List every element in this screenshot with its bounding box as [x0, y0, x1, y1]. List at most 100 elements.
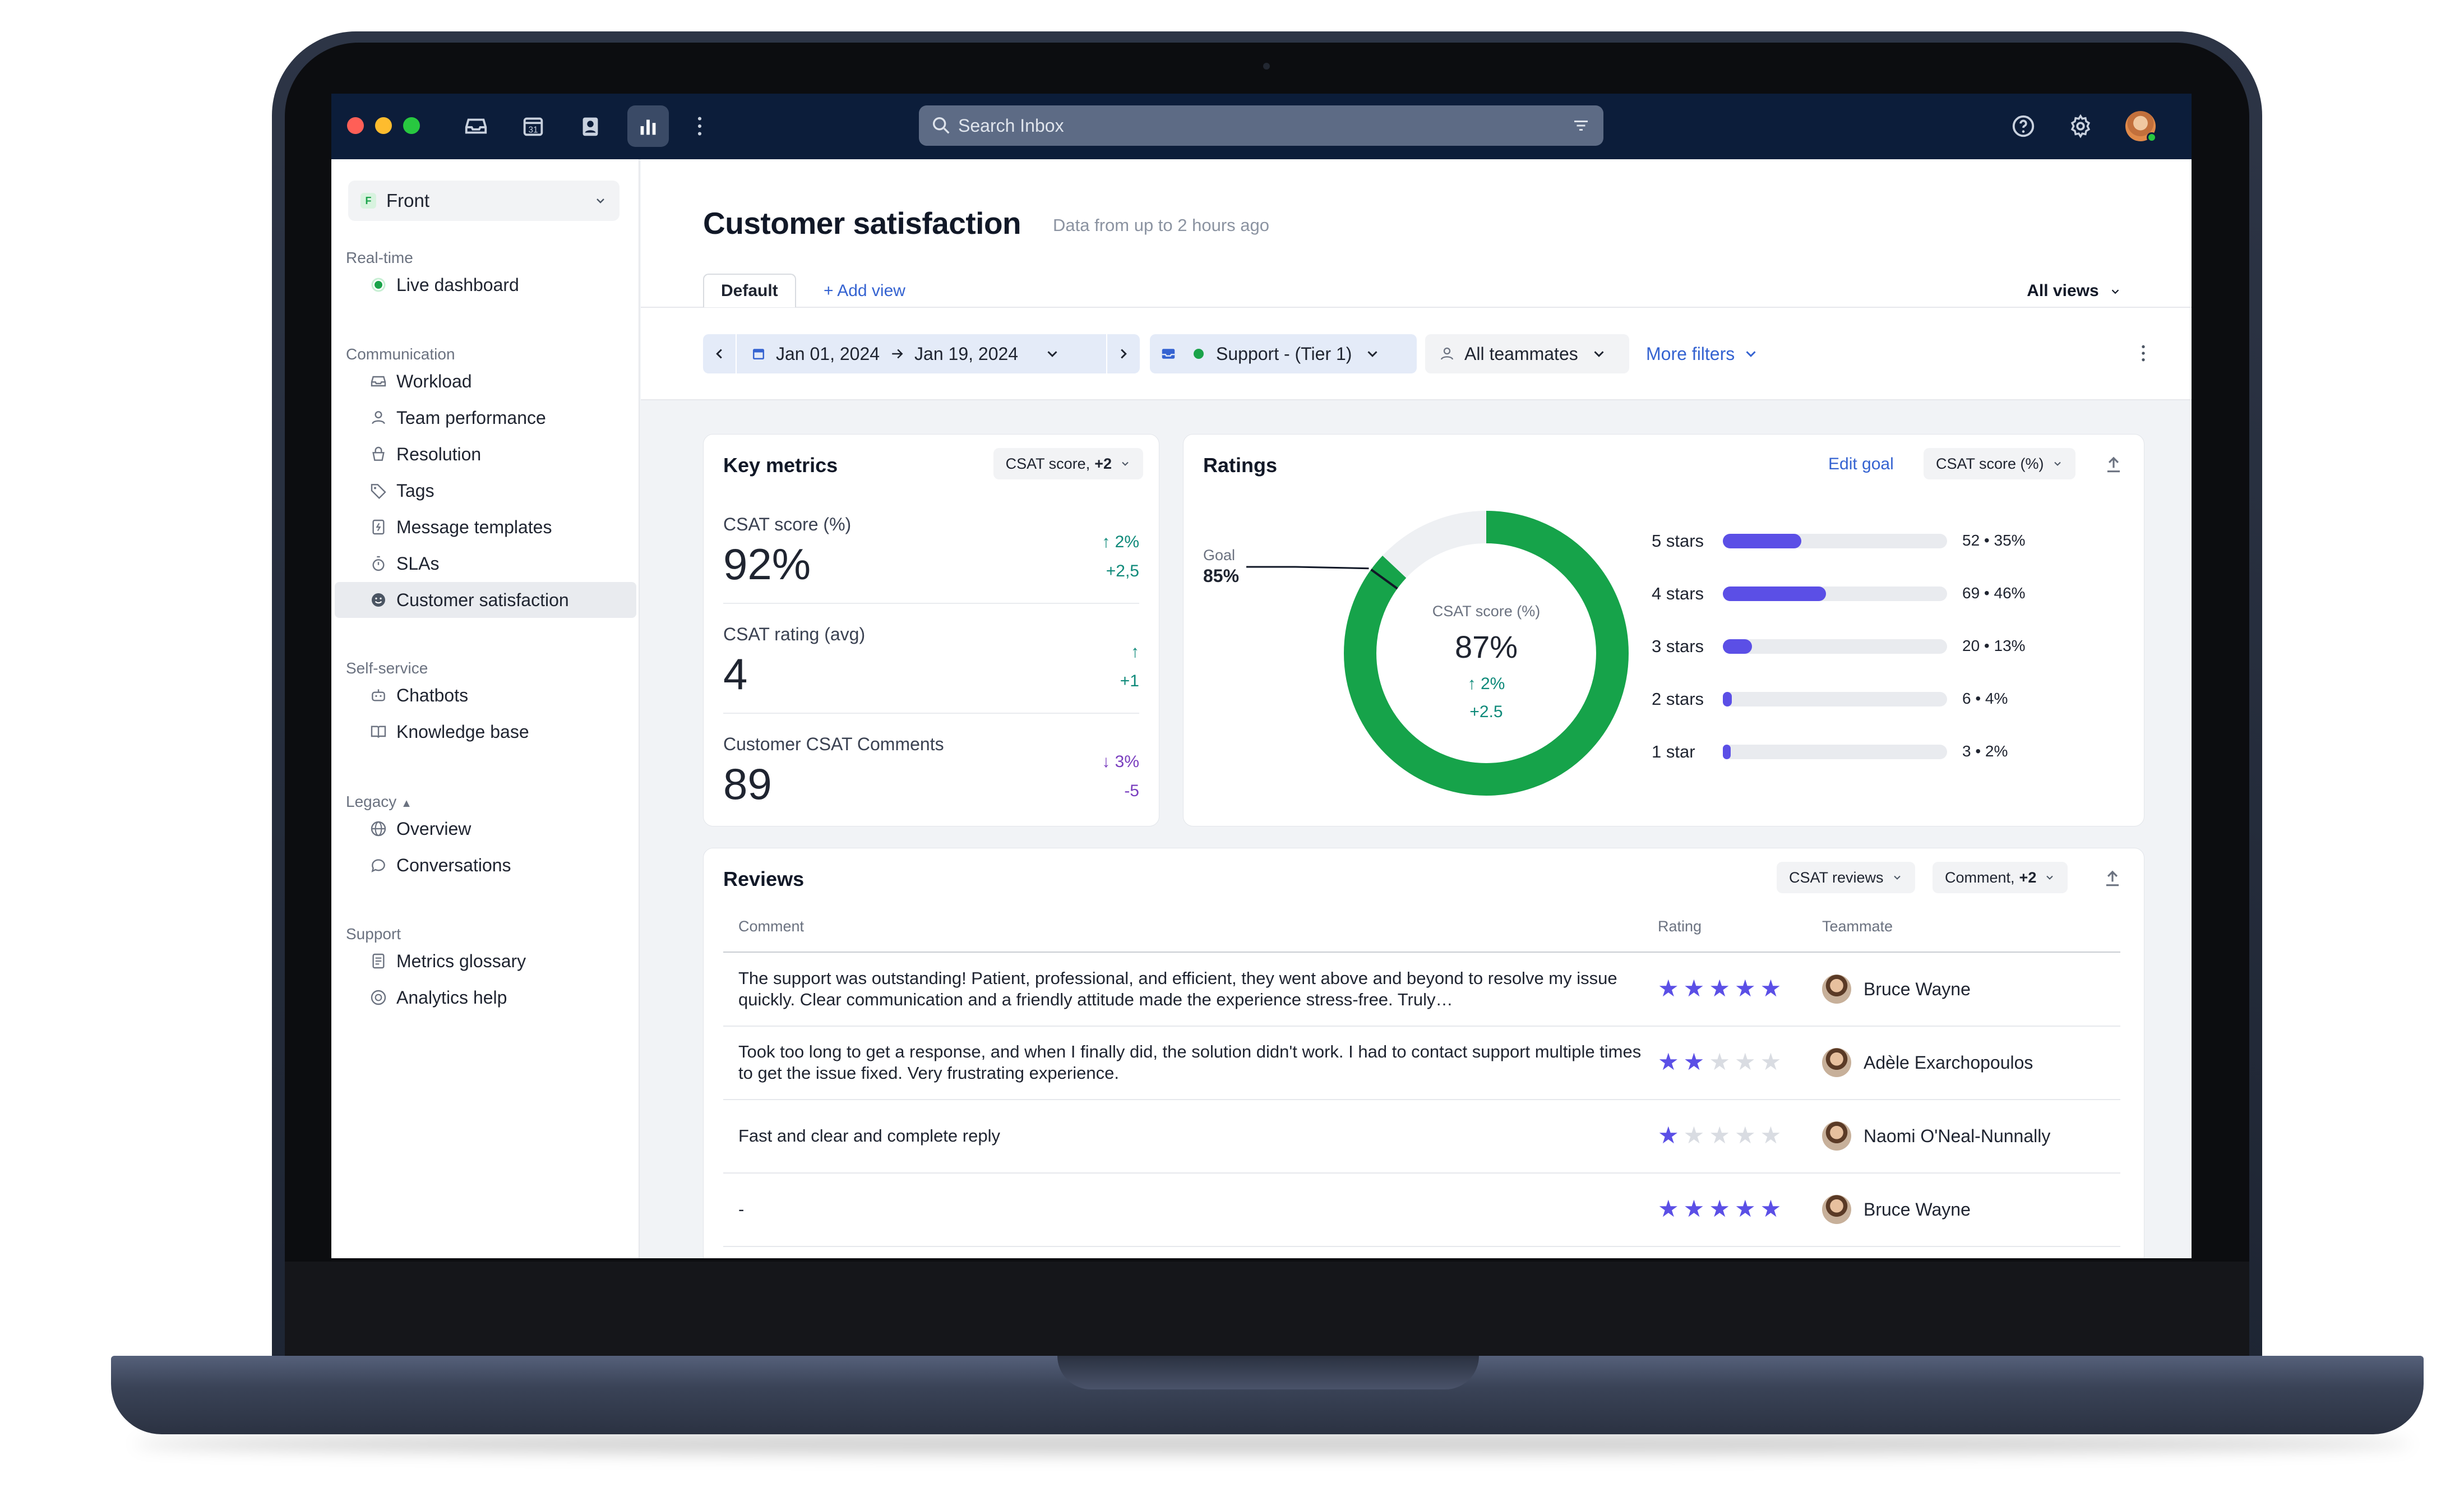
- all-views-dropdown[interactable]: All views: [2027, 281, 2121, 301]
- calendar-icon: [753, 349, 764, 359]
- next-period-button[interactable]: [1106, 334, 1140, 373]
- globe-icon: [371, 821, 386, 837]
- edit-goal-button[interactable]: Edit goal: [1828, 455, 1894, 473]
- donut-delta-pct: ↑ 2%: [1467, 675, 1505, 693]
- rating-stars: ★ ★ ★ ★ ★: [1658, 1197, 1781, 1221]
- arrow-right-icon: [892, 349, 903, 359]
- donut-value: 87%: [1454, 629, 1518, 664]
- star-empty-icon: ★: [1709, 1049, 1730, 1075]
- inbox-icon[interactable]: [462, 112, 490, 140]
- export-icon[interactable]: [2103, 454, 2124, 475]
- sidebar-item-overview[interactable]: Overview: [335, 811, 636, 847]
- workspace-label: Front: [386, 190, 430, 211]
- metrics-dropdown[interactable]: CSAT score, +2: [993, 448, 1143, 479]
- workspace-switcher[interactable]: F Front: [348, 181, 620, 221]
- metric-value: 4: [723, 649, 748, 699]
- sidebar-item-tags[interactable]: Tags: [335, 473, 636, 509]
- star-row-label: 2 stars: [1652, 689, 1704, 709]
- search-inbox-input[interactable]: Search Inbox: [919, 105, 1603, 146]
- rating-stars: ★ ★ ★ ★ ★: [1658, 977, 1781, 1000]
- team-icon: [372, 411, 385, 424]
- chevron-down-icon: [1746, 351, 1756, 357]
- chevron-down-icon: [1047, 351, 1057, 357]
- previous-period-button[interactable]: [703, 334, 737, 373]
- more-options-icon[interactable]: [2132, 342, 2155, 364]
- sidebar-item-customer-satisfaction[interactable]: Customer satisfaction: [335, 582, 636, 618]
- workspace-badge: F: [360, 193, 376, 209]
- sidebar-item-chatbots[interactable]: Chatbots: [335, 677, 636, 713]
- zoom-window-button[interactable]: [403, 117, 420, 134]
- sidebar-item-team-performance[interactable]: Team performance: [335, 400, 636, 436]
- csat-donut-chart: [1246, 511, 1629, 796]
- sidebar-item-metrics-glossary[interactable]: Metrics glossary: [335, 943, 636, 979]
- ratings-dropdown[interactable]: CSAT score (%): [1924, 448, 2075, 479]
- star-filled-icon: ★: [1683, 975, 1705, 1001]
- star-bar-track: [1723, 534, 1947, 548]
- ratings-card: Ratings Edit goal CSAT score (%) Goal 85…: [1183, 434, 2144, 826]
- contacts-icon[interactable]: [576, 112, 604, 140]
- inbox-filter[interactable]: Support - (Tier 1): [1150, 334, 1417, 373]
- avatar[interactable]: [2125, 111, 2157, 142]
- status-dot: [1194, 349, 1204, 359]
- teammate-cell[interactable]: Bruce Wayne: [1822, 975, 1971, 1004]
- sidebar-item-label: Knowledge base: [396, 721, 529, 742]
- sidebar-item-live-dashboard[interactable]: Live dashboard: [335, 267, 636, 303]
- tab-default[interactable]: Default: [703, 274, 796, 307]
- sidebar-item-analytics-help[interactable]: Analytics help: [335, 980, 636, 1015]
- analytics-icon[interactable]: [627, 105, 669, 147]
- filter-icon[interactable]: [1571, 116, 1591, 136]
- teammates-filter[interactable]: All teammates: [1425, 334, 1629, 373]
- sidebar-item-label: Workload: [396, 371, 472, 391]
- metric-value: 92%: [723, 539, 811, 589]
- sidebar-item-label: Chatbots: [396, 685, 469, 705]
- review-comment: Took too long to get a response, and whe…: [738, 1042, 1642, 1083]
- section-legacy[interactable]: Legacy ▲: [346, 793, 412, 810]
- caret-up-icon: ▲: [401, 797, 412, 810]
- star-bar-track: [1723, 587, 1947, 601]
- column-header-teammate[interactable]: Teammate: [1822, 918, 1893, 935]
- close-window-button[interactable]: [347, 117, 364, 134]
- star-empty-icon: ★: [1734, 1049, 1756, 1075]
- add-view-button[interactable]: + Add view: [824, 281, 905, 300]
- star-empty-icon: ★: [1683, 1122, 1705, 1148]
- export-icon[interactable]: [2102, 867, 2123, 889]
- donut-score-arc: [1344, 511, 1629, 796]
- teammate-cell[interactable]: Bruce Wayne: [1822, 1195, 1971, 1224]
- reviews-type-dropdown[interactable]: CSAT reviews: [1777, 862, 1915, 893]
- more-icon[interactable]: [686, 112, 714, 140]
- goal-leader-line: [1295, 566, 1369, 570]
- resolution-icon: [372, 446, 385, 461]
- sidebar-item-label: Analytics help: [396, 987, 507, 1008]
- chat-icon: [371, 859, 385, 872]
- sidebar-item-message-templates[interactable]: Message templates: [335, 509, 636, 545]
- minimize-window-button[interactable]: [375, 117, 392, 134]
- team-icon: [1440, 347, 1454, 360]
- help-icon[interactable]: [2009, 112, 2037, 140]
- calendar-icon[interactable]: 31: [519, 112, 547, 140]
- sidebar-item-resolution[interactable]: Resolution: [335, 436, 636, 472]
- metric-delta: ↓ 3% -5: [1102, 752, 1139, 800]
- inbox-icon: [371, 376, 386, 387]
- goal-value: 85%: [1203, 566, 1240, 586]
- column-header-rating[interactable]: Rating: [1658, 918, 1702, 935]
- metric-label: CSAT score (%): [723, 514, 852, 534]
- sidebar-item-knowledge-base[interactable]: Knowledge base: [335, 714, 636, 750]
- sidebar-item-slas[interactable]: SLAs: [335, 546, 636, 581]
- sidebar-item-conversations[interactable]: Conversations: [335, 847, 636, 883]
- teammate-cell[interactable]: Adèle Exarchopoulos: [1822, 1048, 2033, 1077]
- star-filled-icon: ★: [1709, 975, 1730, 1001]
- teammate-cell[interactable]: Naomi O'Neal-Nunnally: [1822, 1121, 2050, 1151]
- star-row-value: 20 • 13%: [1962, 637, 2026, 654]
- app-window: 31 Search Inbox: [331, 94, 2192, 1258]
- sidebar-item-label: SLAs: [396, 553, 440, 574]
- sidebar-item-workload[interactable]: Workload: [335, 363, 636, 399]
- date-range-filter[interactable]: Jan 01, 2024 Jan 19, 2024: [703, 334, 1140, 373]
- chevron-down-icon: [1122, 461, 1129, 466]
- reviews-columns-dropdown[interactable]: Comment, +2: [1933, 862, 2068, 893]
- search-placeholder: Search Inbox: [958, 115, 1064, 136]
- more-filters-button[interactable]: More filters: [1646, 334, 1759, 373]
- settings-icon[interactable]: [2067, 112, 2095, 140]
- column-header-comment[interactable]: Comment: [738, 918, 805, 935]
- page-title: Customer satisfaction: [703, 206, 1021, 241]
